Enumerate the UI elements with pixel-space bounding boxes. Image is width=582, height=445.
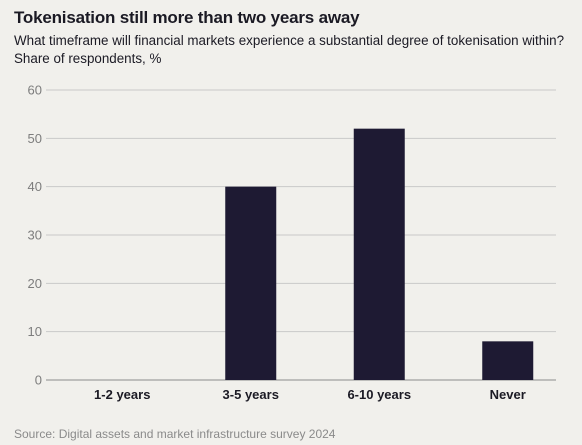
x-category-label: 6-10 years <box>347 387 411 402</box>
bar <box>225 186 277 380</box>
x-category-label: 3-5 years <box>223 387 279 402</box>
bars <box>225 128 534 380</box>
chart-title: Tokenisation still more than two years a… <box>14 8 360 27</box>
bar <box>482 341 534 380</box>
x-category-label: 1-2 years <box>94 387 150 402</box>
bar-chart: 0 10 20 30 40 50 60 1-2 years 3-5 years 6-10 yea… <box>28 83 556 402</box>
y-tick-label: 30 <box>28 228 42 243</box>
y-tick-label: 50 <box>28 131 42 146</box>
bar <box>353 128 405 380</box>
x-category-label: Never <box>490 387 526 402</box>
gridlines: 0 10 20 30 40 50 60 <box>28 83 556 388</box>
y-tick-label: 0 <box>35 373 42 388</box>
source-note: Source: Digital assets and market infras… <box>14 427 336 441</box>
chart-subtitle: What timeframe will financial markets ex… <box>14 33 565 66</box>
y-tick-label: 20 <box>28 276 42 291</box>
y-tick-label: 10 <box>28 324 42 339</box>
category-labels: 1-2 years 3-5 years 6-10 years Never <box>94 387 526 402</box>
y-tick-label: 40 <box>28 179 42 194</box>
y-tick-label: 60 <box>28 83 42 98</box>
